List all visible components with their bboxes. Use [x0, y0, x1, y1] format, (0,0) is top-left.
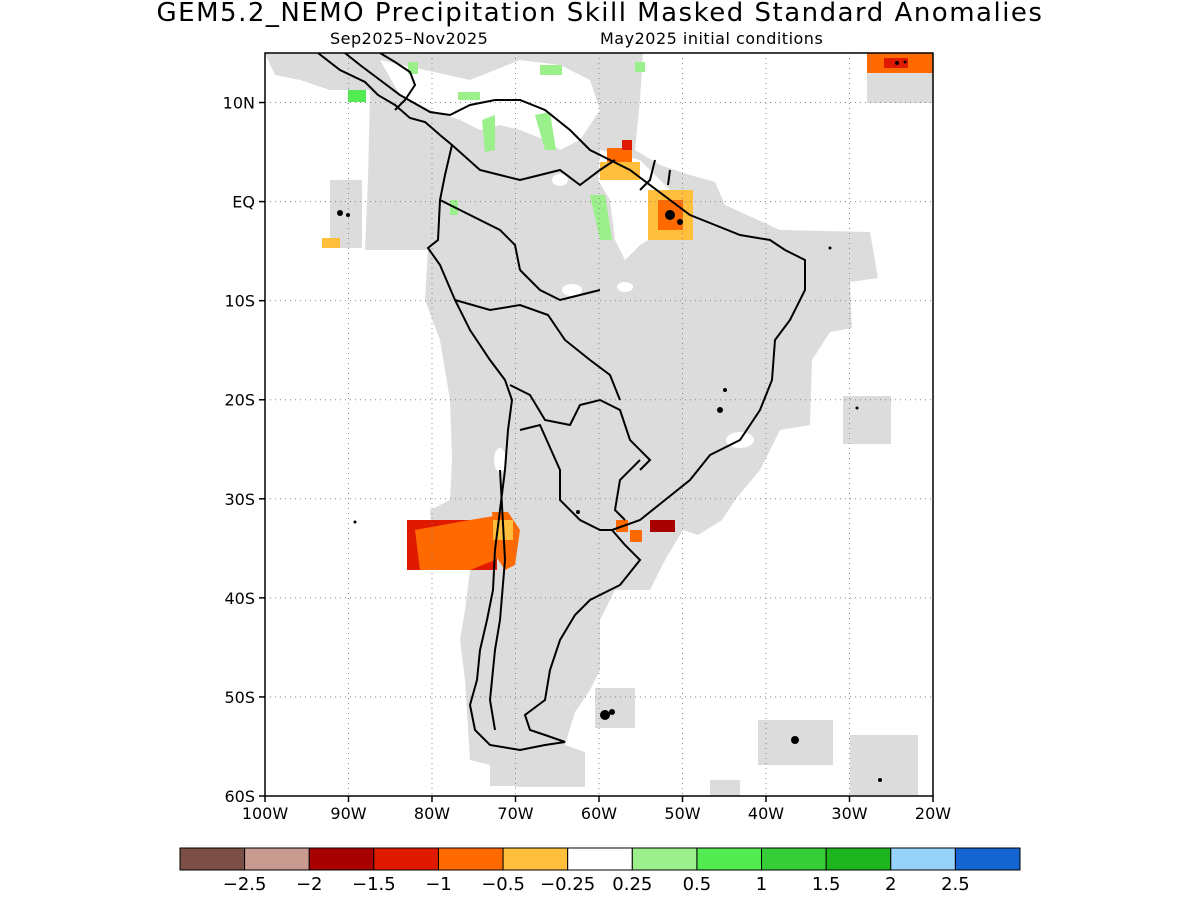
islands	[337, 60, 907, 782]
lat-tick-label: 10S	[224, 292, 255, 311]
skill-mask-shading	[265, 53, 933, 796]
coastline-outline	[317, 53, 806, 752]
colorbar-label: −1.5	[352, 874, 396, 895]
colorbar-label: −1	[425, 874, 452, 895]
colorbar-label: 2	[885, 874, 896, 895]
colorbar-swatch	[696, 847, 763, 871]
lon-tick-label: 60W	[581, 804, 617, 823]
colorbar-label: −0.25	[540, 874, 595, 895]
lon-tick-label: 50W	[664, 804, 700, 823]
colorbar-label: 0.25	[612, 874, 652, 895]
lat-tick-label: 30S	[224, 490, 255, 509]
lon-tick-label: 40W	[748, 804, 784, 823]
anomaly-patch-uruguay	[650, 520, 675, 532]
colorbar-label: 2.5	[941, 874, 970, 895]
colorbar-swatch	[179, 847, 246, 871]
colorbar-label: −2	[296, 874, 323, 895]
lat-tick-label: EQ	[232, 193, 255, 212]
lat-tick-label: 40S	[224, 589, 255, 608]
colorbar-label: 1.5	[812, 874, 841, 895]
colorbar: −2.5 −2 −1.5 −1 −0.5 −0.25 0.25 0.5 1 1.5 2 2.5	[179, 847, 1021, 895]
colorbar-label: 0.5	[683, 874, 712, 895]
colorbar-swatch	[244, 847, 310, 871]
lon-tick-label: 100W	[242, 804, 289, 823]
colorbar-swatch	[373, 847, 439, 871]
anomaly-patches	[322, 53, 933, 570]
colorbar-swatch	[567, 847, 633, 871]
lon-tick-label: 70W	[497, 804, 533, 823]
colorbar-swatch	[502, 847, 569, 871]
anomaly-patch-pacific-green	[348, 90, 366, 102]
lat-tick-label: 10N	[223, 94, 255, 113]
lon-tick-label: 20W	[915, 804, 951, 823]
colorbar-swatch	[437, 847, 504, 871]
colorbar-swatch	[308, 847, 375, 871]
colorbar-swatch	[890, 847, 956, 871]
colorbar-label: −0.5	[481, 874, 525, 895]
lon-tick-label: 30W	[831, 804, 867, 823]
colorbar-swatch	[954, 847, 1021, 871]
season-subtitle: Sep2025–Nov2025	[330, 29, 489, 48]
init-conditions-subtitle: May2025 initial conditions	[600, 29, 824, 48]
colorbar-label: −2.5	[223, 874, 267, 895]
map-title: GEM5.2_NEMO Precipitation Skill Masked S…	[156, 0, 1044, 28]
lat-tick-label: 60S	[224, 787, 255, 806]
colorbar-swatch	[825, 847, 892, 871]
colorbar-swatch	[631, 847, 698, 871]
colorbar-swatch	[761, 847, 827, 871]
lon-tick-label: 80W	[414, 804, 450, 823]
lat-tick-label: 20S	[224, 391, 255, 410]
colorbar-label: 1	[756, 874, 767, 895]
lat-tick-label: 50S	[224, 688, 255, 707]
lon-tick-label: 90W	[330, 804, 366, 823]
